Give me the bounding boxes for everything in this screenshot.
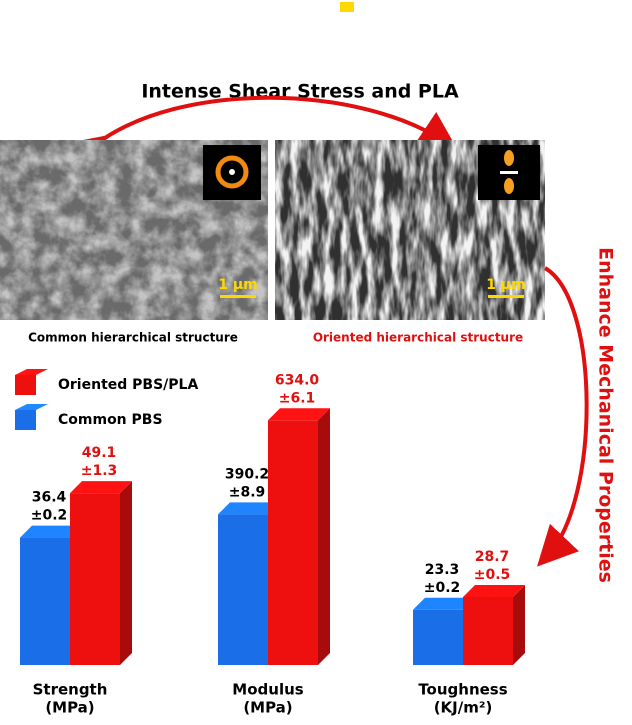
bar-top [218, 502, 280, 515]
mark [340, 2, 354, 12]
category-unit: (MPa) [45, 699, 94, 717]
bar [218, 514, 268, 665]
legend-swatch-top [15, 369, 48, 375]
bar [413, 609, 463, 665]
value-label: 634.0 [275, 372, 320, 388]
legend-swatch [15, 410, 36, 430]
bar-top [463, 584, 525, 597]
legend-label: Oriented PBS/PLA [58, 377, 198, 393]
bar-side [513, 584, 525, 665]
category-label: Modulus [232, 681, 303, 699]
bar-top [20, 525, 82, 538]
value-label: 390.2 [225, 466, 269, 482]
legend-swatch-top [15, 404, 48, 410]
error-label: ±8.9 [229, 484, 266, 500]
error-label: ±0.5 [474, 567, 511, 583]
error-label: ±0.2 [424, 580, 461, 596]
bar [463, 596, 513, 665]
caption: Common hierarchical structure [28, 331, 238, 345]
category-unit: (MPa) [243, 699, 292, 717]
value-label: 36.4 [32, 490, 67, 506]
value-label: 23.3 [425, 562, 460, 578]
error-label: ±6.1 [279, 390, 316, 406]
bar [20, 537, 70, 665]
error-label: ±1.3 [81, 463, 118, 479]
bar-side [120, 481, 132, 665]
bar [70, 493, 120, 665]
category-unit: (KJ/m²) [434, 699, 493, 717]
value-label: 49.1 [82, 445, 117, 461]
bar-side [318, 408, 330, 665]
bar-top [268, 408, 330, 421]
error-label: ±0.2 [31, 508, 68, 524]
scale-bar: 1 μm [218, 277, 258, 293]
arrow [63, 95, 459, 176]
legend-label: Common PBS [58, 412, 163, 428]
value-label: 28.7 [475, 549, 510, 565]
legend-swatch [15, 375, 36, 395]
category-label: Toughness [418, 681, 507, 699]
title: Intense Shear Stress and PLA [141, 81, 459, 103]
category-label: Strength [33, 681, 108, 699]
sem-image-left: 1 μm [0, 140, 268, 320]
scale-bar: 1 μm [486, 277, 526, 293]
bar-top [70, 481, 132, 494]
arrow [537, 266, 589, 567]
bar [268, 420, 318, 665]
caption: Oriented hierarchical structure [313, 331, 523, 345]
bar-top [413, 597, 475, 610]
sem-image-right: 1 μm [275, 140, 545, 320]
side-label: Enhance Mechanical Properties [595, 247, 617, 583]
